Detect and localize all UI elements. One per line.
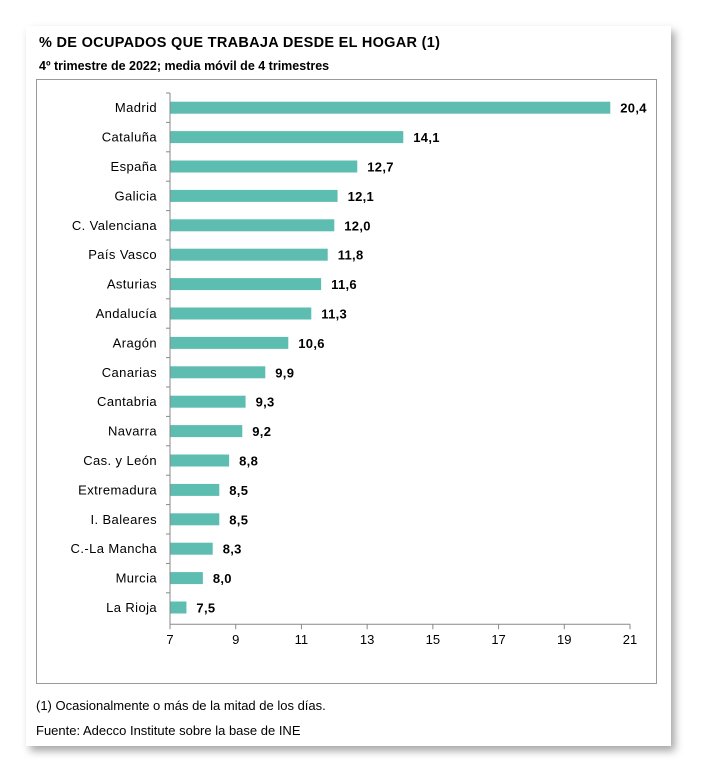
x-tick-label-0: 7 [166, 632, 173, 647]
value-label-11: 9,2 [252, 424, 271, 439]
bar-16 [170, 572, 203, 585]
value-label-17: 7,5 [196, 601, 215, 616]
x-tick-label-5: 17 [491, 632, 505, 647]
bar-13 [170, 483, 220, 496]
x-tick-label-7: 21 [623, 632, 637, 647]
bar-1 [170, 131, 404, 144]
category-label-14: I. Baleares [90, 512, 157, 527]
category-label-9: Canarias [102, 365, 157, 380]
category-label-3: Galicia [114, 188, 157, 203]
bar-11 [170, 425, 243, 438]
value-label-15: 8,3 [223, 542, 242, 557]
footnote: (1) Ocasionalmente o más de la mitad de … [36, 698, 326, 713]
category-label-2: España [111, 159, 158, 174]
value-label-14: 8,5 [229, 512, 248, 527]
value-label-13: 8,5 [229, 483, 248, 498]
value-label-3: 12,1 [348, 189, 375, 204]
value-label-2: 12,7 [367, 160, 394, 175]
value-label-9: 9,9 [275, 365, 294, 380]
value-label-0: 20,4 [620, 101, 647, 116]
x-tick-label-4: 15 [426, 632, 440, 647]
category-label-13: Extremadura [78, 482, 157, 497]
category-label-12: Cas. y León [83, 453, 157, 468]
value-label-10: 9,3 [256, 395, 275, 410]
plot-frame: Madrid 20,4 Cataluña 14,1 España 12,7 Galicia 1… [36, 79, 657, 684]
chart-subtitle: 4º trimestre de 2022; media móvil de 4 t… [39, 59, 330, 73]
bar-12 [170, 454, 230, 467]
category-label-4: C. Valenciana [72, 218, 158, 233]
bar-7 [170, 307, 312, 320]
value-label-4: 12,0 [344, 218, 371, 233]
chart-card: % DE OCUPADOS QUE TRABAJA DESDE EL HOGAR… [26, 26, 671, 746]
value-label-8: 10,6 [298, 336, 325, 351]
bar-chart: Madrid 20,4 Cataluña 14,1 España 12,7 Galicia 1… [71, 92, 647, 647]
category-label-10: Cantabria [97, 394, 157, 409]
value-label-1: 14,1 [413, 130, 440, 145]
source-note: Fuente: Adecco Institute sobre la base d… [36, 723, 301, 738]
value-label-16: 8,0 [213, 571, 232, 586]
category-label-8: Aragón [113, 335, 157, 350]
bar-4 [170, 219, 335, 232]
bar-14 [170, 513, 220, 526]
bar-15 [170, 542, 213, 555]
category-label-17: La Rioja [106, 600, 157, 615]
chart-title: % DE OCUPADOS QUE TRABAJA DESDE EL HOGAR… [39, 35, 441, 51]
category-label-0: Madrid [115, 100, 157, 115]
chart-notes: (1) Ocasionalmente o más de la mitad de … [36, 693, 326, 743]
bar-5 [170, 248, 328, 261]
bar-3 [170, 189, 338, 202]
bar-0 [170, 101, 611, 114]
value-label-6: 11,6 [331, 277, 357, 292]
bar-17 [170, 601, 187, 614]
category-label-5: País Vasco [88, 247, 157, 262]
bar-8 [170, 336, 289, 349]
x-tick-label-1: 9 [232, 632, 239, 647]
x-tick-label-3: 13 [360, 632, 374, 647]
category-label-1: Cataluña [102, 130, 158, 145]
bar-6 [170, 278, 322, 291]
value-label-12: 8,8 [239, 454, 258, 469]
x-tick-label-2: 11 [295, 632, 309, 647]
x-tick-label-6: 19 [557, 632, 571, 647]
bar-9 [170, 366, 266, 379]
bar-2 [170, 160, 358, 173]
category-label-6: Asturias [107, 277, 157, 292]
value-label-5: 11,8 [338, 248, 364, 263]
category-label-11: Navarra [108, 424, 157, 439]
category-label-16: Murcia [116, 571, 158, 586]
bar-10 [170, 395, 246, 408]
category-label-7: Andalucía [96, 306, 158, 321]
category-label-15: C.-La Mancha [71, 541, 158, 556]
value-label-7: 11,3 [321, 307, 347, 322]
